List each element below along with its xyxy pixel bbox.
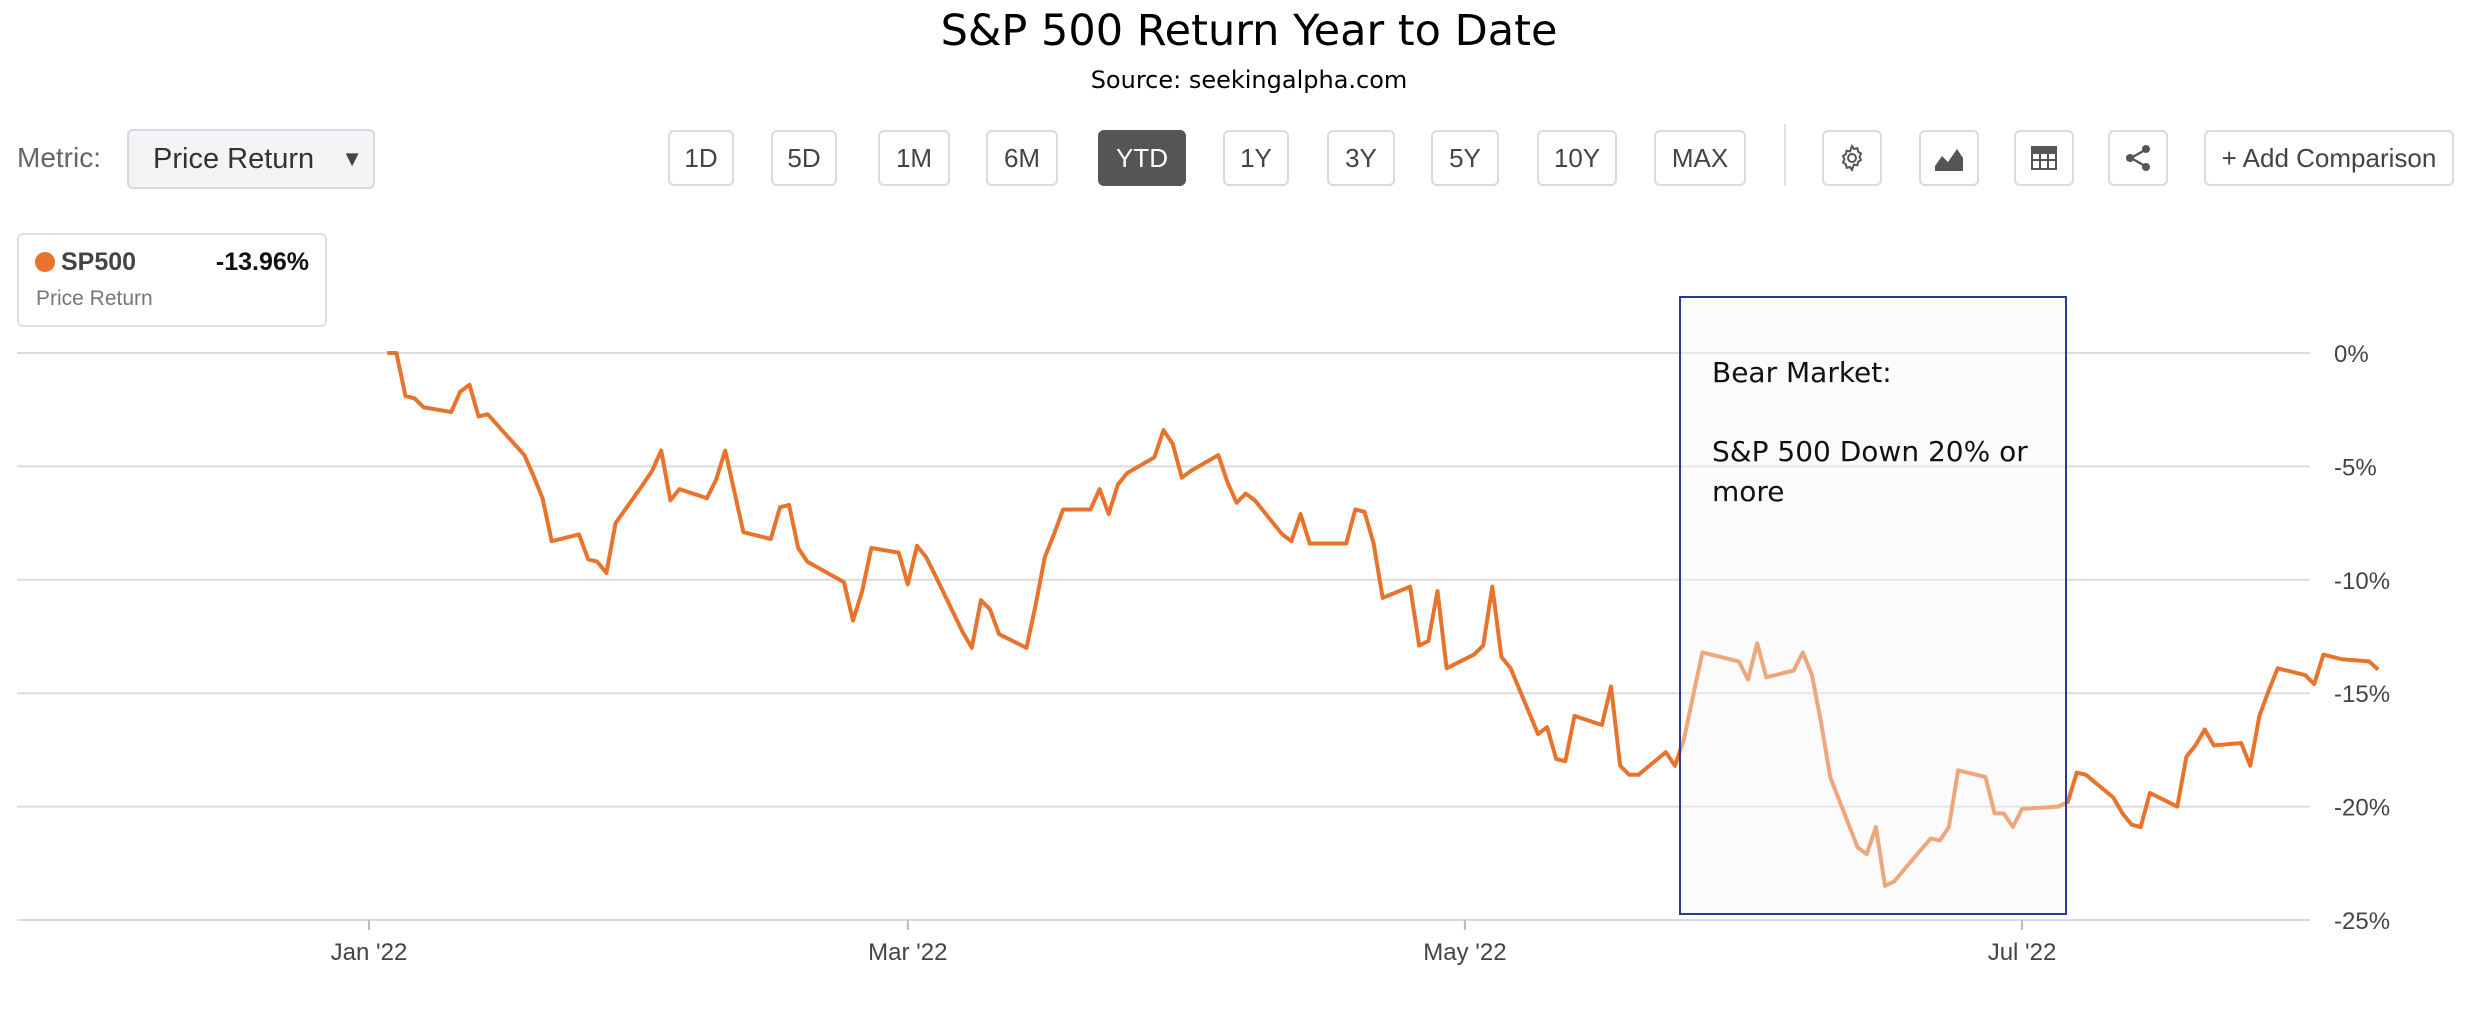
settings-button[interactable] — [1822, 130, 1882, 186]
chart-title: S&P 500 Return Year to Date — [940, 6, 1558, 56]
dropdown-caret-icon: ▼ — [341, 146, 363, 171]
x-tick-label: Jul '22 — [1988, 939, 2057, 966]
chart-subtitle: Source: seekingalpha.com — [1090, 66, 1408, 94]
range-button-5d[interactable]: 5D — [771, 130, 837, 186]
range-button-ytd[interactable]: YTD — [1098, 130, 1186, 186]
range-button-3y[interactable]: 3Y — [1327, 130, 1395, 186]
add-comparison-button[interactable]: + Add Comparison — [2204, 130, 2454, 186]
range-button-1y[interactable]: 1Y — [1223, 130, 1289, 186]
series-legend[interactable]: SP500 -13.96% Price Return — [17, 233, 327, 327]
chart-type-button[interactable] — [1919, 130, 1979, 186]
range-button-10y[interactable]: 10Y — [1537, 130, 1617, 186]
share-button[interactable] — [2108, 130, 2168, 186]
range-button-5y[interactable]: 5Y — [1431, 130, 1499, 186]
y-tick-label: -15% — [2334, 681, 2390, 708]
metric-label: Metric: — [17, 142, 101, 173]
metric-select-value: Price Return — [153, 143, 315, 175]
range-button-1m[interactable]: 1M — [878, 130, 950, 186]
series-color-dot — [35, 252, 55, 272]
x-tick-label: Jan '22 — [331, 939, 408, 966]
annotation-body: S&P 500 Down 20% or more — [1712, 435, 2028, 508]
area-chart-icon — [1935, 149, 1963, 171]
bear-market-highlight-box — [1679, 296, 2067, 915]
y-tick-label: -10% — [2334, 568, 2390, 595]
y-tick-label: -25% — [2334, 908, 2390, 935]
annotation-title: Bear Market: — [1712, 356, 1892, 389]
metric-select[interactable]: Price Return ▼ — [127, 129, 375, 189]
gear-icon — [1841, 143, 1863, 173]
series-symbol: SP500 — [61, 248, 137, 276]
range-button-1d[interactable]: 1D — [668, 130, 734, 186]
y-tick-label: 0% — [2334, 341, 2369, 368]
x-tick-label: Mar '22 — [868, 939, 947, 966]
series-return-value: -13.96% — [215, 248, 309, 276]
y-tick-label: -5% — [2334, 454, 2377, 481]
y-tick-label: -20% — [2334, 795, 2390, 822]
series-metric-label: Price Return — [36, 287, 153, 310]
share-icon — [2126, 145, 2150, 171]
table-view-button[interactable] — [2014, 130, 2074, 186]
range-button-max[interactable]: MAX — [1654, 130, 1746, 186]
toolbar-divider — [1784, 124, 1786, 186]
table-icon — [2031, 146, 2057, 170]
range-button-6m[interactable]: 6M — [986, 130, 1058, 186]
series-line-sp500 — [387, 351, 2380, 888]
x-tick-label: May '22 — [1423, 939, 1506, 966]
